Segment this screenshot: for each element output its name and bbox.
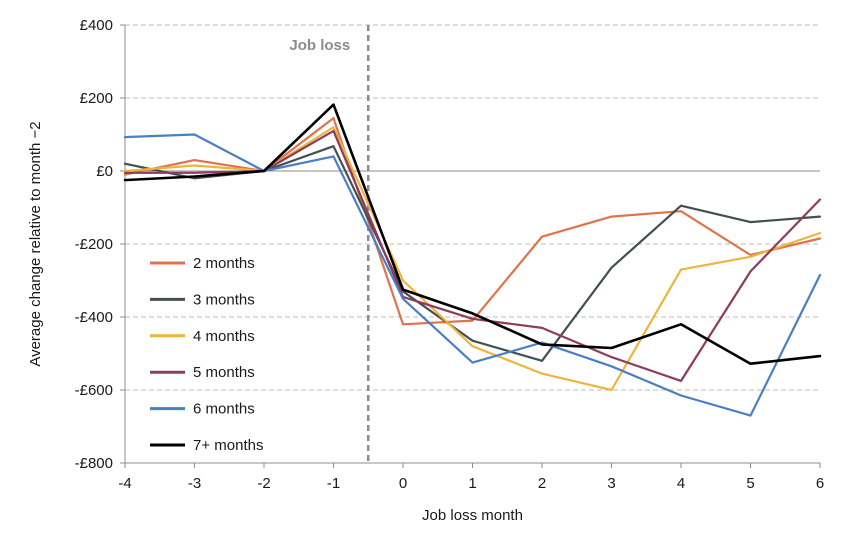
y-tick-label: -£200 [75,236,113,253]
x-tick-labels: -4 -3 -2 -1 0 1 2 3 4 5 6 [118,475,824,492]
x-tick-label: -4 [118,475,131,492]
legend-label-4-months: 4 months [193,328,255,345]
series-lines [123,103,822,417]
x-tick-label: -1 [327,475,340,492]
x-axis-title: Job loss month [422,507,523,524]
legend-label-2-months: 2 months [193,255,255,272]
legend-label-5-months: 5 months [193,364,255,381]
y-tick-label: £400 [80,17,113,34]
gridlines [125,24,820,464]
legend: 2 months 3 months 4 months 5 months 6 months… [150,255,263,454]
x-tick-label: 5 [746,475,754,492]
job-loss-label: Job loss [289,37,350,54]
series-line-2-months [123,116,822,326]
y-tick-label: £0 [96,163,113,180]
y-tick-label: -£800 [75,455,113,472]
x-tick-label: 2 [538,475,546,492]
legend-label-7plus-months: 7+ months [193,437,263,454]
series-line-6-months [123,133,822,417]
x-tick-label: 3 [607,475,615,492]
y-axis-title: Average change relative to month −2 [27,121,44,366]
x-tick-label: -2 [257,475,270,492]
series-line-4-months [123,126,822,392]
legend-label-6-months: 6 months [193,401,255,418]
x-tick-label: 0 [399,475,407,492]
job-loss-annotation: Job loss [289,25,370,463]
y-tick-labels: £400 £200 £0 -£200 -£400 -£600 -£800 [75,17,113,472]
x-tick-label: 4 [677,475,685,492]
legend-label-3-months: 3 months [193,291,255,308]
y-tick-label: £200 [80,90,113,107]
y-tick-label: -£400 [75,309,113,326]
y-tick-label: -£600 [75,382,113,399]
series-line-7plus-months [123,103,822,366]
x-tick-label: 6 [816,475,824,492]
x-tick-label: -3 [188,475,201,492]
x-tick-label: 1 [468,475,476,492]
axes [120,24,821,468]
